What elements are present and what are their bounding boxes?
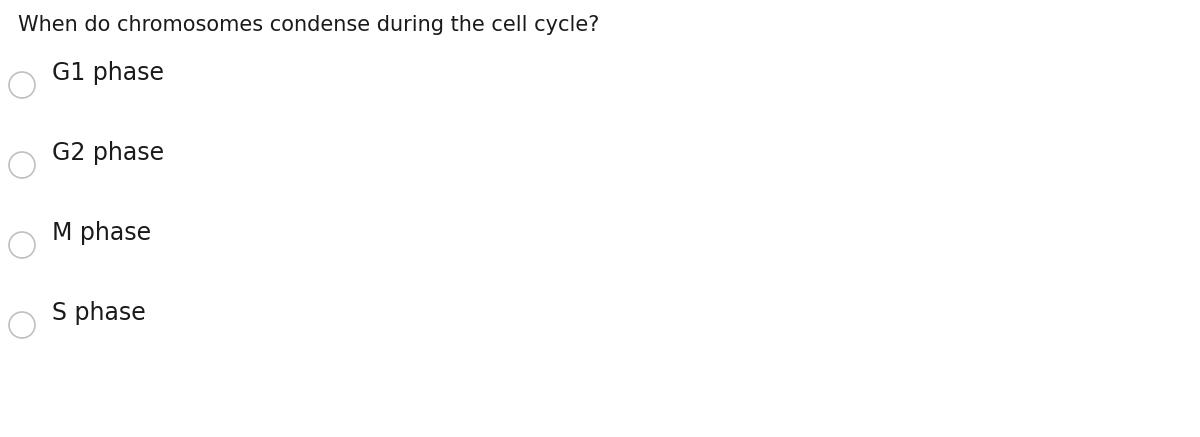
Text: S phase: S phase: [52, 301, 145, 325]
Text: G2 phase: G2 phase: [52, 141, 164, 165]
Text: G1 phase: G1 phase: [52, 61, 164, 85]
Text: M phase: M phase: [52, 221, 151, 245]
Text: When do chromosomes condense during the cell cycle?: When do chromosomes condense during the …: [18, 15, 599, 35]
